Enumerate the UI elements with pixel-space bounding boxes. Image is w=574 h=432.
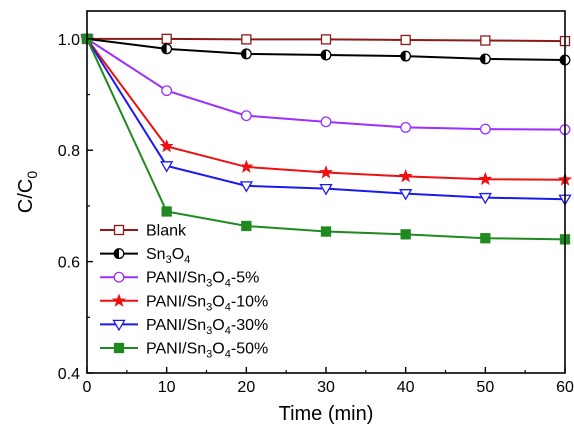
- legend-swatch-marker: [113, 271, 125, 283]
- legend: Blank Sn3O4 PANI/Sn3O4-5% PANI/Sn3O4-10% PAN…: [100, 223, 268, 361]
- y-axis-label-base: C/C: [15, 179, 37, 213]
- legend-item: Sn3O4: [100, 246, 190, 266]
- x-tick-label: 0: [83, 379, 92, 396]
- legend-swatch-marker: [111, 293, 127, 307]
- legend-item: PANI/Sn3O4-5%: [100, 270, 259, 290]
- legend-swatch-marker: [113, 248, 125, 260]
- legend-label: Blank: [146, 223, 187, 240]
- x-tick-label: 30: [317, 379, 335, 396]
- data-point: [239, 159, 254, 173]
- legend-label: PANI/Sn3O4-50%: [146, 341, 268, 361]
- data-point: [480, 233, 491, 244]
- plot-series-layer: [86, 37, 566, 241]
- legend-item: Blank: [100, 223, 187, 240]
- data-point: [478, 171, 493, 186]
- data-point: [240, 110, 252, 122]
- data-point: [159, 138, 174, 153]
- legend-label: Sn3O4: [146, 246, 190, 266]
- y-tick-label: 0.4: [58, 366, 80, 383]
- data-point: [479, 123, 491, 135]
- legend-label: PANI/Sn3O4-5%: [146, 270, 259, 290]
- legend-swatch-marker: [113, 342, 125, 354]
- legend-label: PANI/Sn3O4-10%: [146, 293, 268, 313]
- x-tick-label: 60: [556, 379, 574, 396]
- data-point: [399, 189, 413, 201]
- x-tick-label: 50: [476, 379, 494, 396]
- data-point: [480, 35, 491, 46]
- y-tick-label: 0.8: [58, 143, 80, 160]
- x-tick-label: 10: [158, 379, 176, 396]
- data-point: [400, 229, 411, 240]
- y-axis-label: C/C0: [15, 171, 40, 213]
- legend-swatch-marker: [113, 224, 125, 236]
- data-point: [240, 48, 252, 60]
- data-point: [161, 85, 173, 97]
- legend-swatch-marker: [112, 319, 126, 332]
- data-point: [320, 226, 332, 237]
- data-point: [478, 192, 492, 205]
- data-point: [320, 34, 332, 45]
- legend-item: PANI/Sn3O4-30%: [100, 317, 268, 337]
- series-line: [86, 38, 566, 241]
- plot-markers-layer: [79, 31, 573, 245]
- x-axis-ticks: 0 10 20 30 40 50 60: [83, 367, 574, 396]
- data-point: [318, 165, 334, 179]
- x-tick-label: 40: [397, 379, 415, 396]
- data-point: [400, 121, 412, 133]
- legend-item: PANI/Sn3O4-50%: [100, 341, 268, 361]
- data-point: [319, 184, 333, 196]
- data-point: [241, 220, 252, 232]
- data-point: [239, 181, 253, 193]
- data-point: [161, 206, 172, 217]
- data-point: [479, 53, 491, 65]
- data-point: [161, 43, 173, 55]
- y-axis-ticks: 0.4 0.6 0.8 1.0: [58, 32, 93, 383]
- legend-label: PANI/Sn3O4-30%: [146, 317, 268, 337]
- x-axis-label: Time (min): [279, 403, 374, 425]
- x-tick-label: 20: [237, 379, 255, 396]
- y-tick-label: 1.0: [58, 32, 80, 49]
- y-axis-label-subscript: 0: [24, 171, 40, 179]
- data-point: [320, 49, 332, 61]
- data-point: [398, 169, 413, 183]
- data-point: [160, 161, 174, 173]
- data-point: [400, 34, 411, 46]
- y-tick-label: 0.6: [58, 255, 80, 272]
- legend-item: PANI/Sn3O4-10%: [100, 293, 268, 313]
- data-point: [320, 116, 332, 128]
- data-point: [400, 50, 412, 62]
- data-point: [161, 33, 172, 44]
- data-point: [241, 34, 252, 45]
